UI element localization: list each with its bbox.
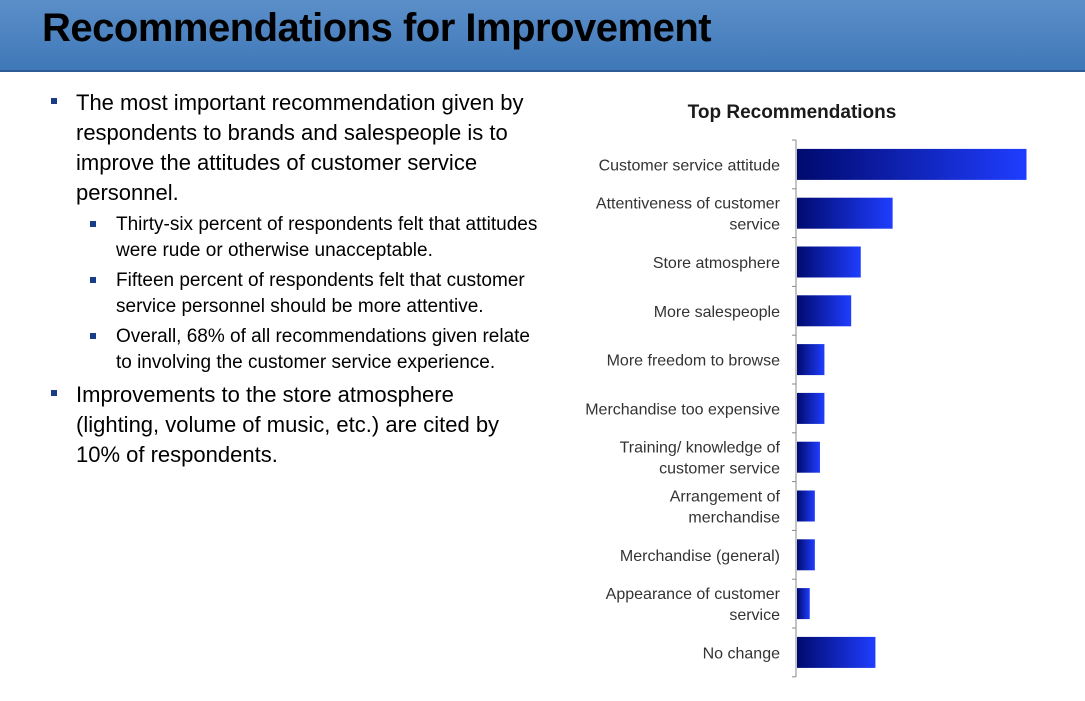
bullet-list: The most important recommendation given … xyxy=(48,88,538,474)
chart-title: Top Recommendations xyxy=(688,102,897,123)
bar xyxy=(797,295,852,327)
bullet-marker-icon xyxy=(90,221,96,227)
category-label: service xyxy=(729,607,780,624)
bullet-marker-icon xyxy=(90,277,96,283)
bullet-marker-icon xyxy=(51,98,57,104)
bullet-text: The most important recommendation given … xyxy=(76,90,524,205)
bar xyxy=(797,490,815,522)
bar xyxy=(797,246,861,278)
category-label: Training/ knowledge of xyxy=(620,440,781,457)
bullet-item: Improvements to the store atmosphere (li… xyxy=(48,380,538,470)
category-label: Customer service attitude xyxy=(599,157,781,174)
title-bar: Recommendations for Improvement xyxy=(0,0,1085,72)
category-label: Arrangement of xyxy=(670,489,781,506)
category-label: Merchandise too expensive xyxy=(585,401,780,418)
category-label: Appearance of customer xyxy=(606,586,781,603)
sub-bullet-item: Fifteen percent of respondents felt that… xyxy=(48,268,538,319)
bar xyxy=(797,392,825,424)
category-label: More salespeople xyxy=(654,304,780,321)
category-label: customer service xyxy=(659,461,780,478)
bar xyxy=(797,148,1027,180)
category-label: merchandise xyxy=(688,510,780,527)
category-label: Attentiveness of customer xyxy=(596,196,781,213)
category-label: Merchandise (general) xyxy=(620,548,780,565)
bar xyxy=(797,441,820,473)
bullet-marker-icon xyxy=(90,333,96,339)
bar xyxy=(797,636,876,668)
bullet-marker-icon xyxy=(51,390,57,396)
bar xyxy=(797,344,825,376)
category-label: More freedom to browse xyxy=(607,353,781,370)
bar xyxy=(797,588,810,620)
bullet-text: Improvements to the store atmosphere (li… xyxy=(76,382,500,467)
category-label: No change xyxy=(703,645,780,662)
sub-bullet-text: Overall, 68% of all recommendations give… xyxy=(116,326,530,373)
sub-bullet-item: Thirty-six percent of respondents felt t… xyxy=(48,212,538,263)
sub-bullet-item: Overall, 68% of all recommendations give… xyxy=(48,324,538,375)
bar xyxy=(797,539,815,571)
sub-bullet-text: Thirty-six percent of respondents felt t… xyxy=(116,214,538,261)
category-label: Store atmosphere xyxy=(653,255,780,272)
sub-bullet-text: Fifteen percent of respondents felt that… xyxy=(116,270,525,317)
category-label: service xyxy=(729,217,780,234)
chart-plot-area: Customer service attitude Attentiveness o… xyxy=(585,139,1027,678)
bar-chart: Top Recommendations Customer service att… xyxy=(585,102,1027,678)
page-title: Recommendations for Improvement xyxy=(42,6,712,50)
bar xyxy=(797,197,893,229)
bullet-item: The most important recommendation given … xyxy=(48,88,538,208)
